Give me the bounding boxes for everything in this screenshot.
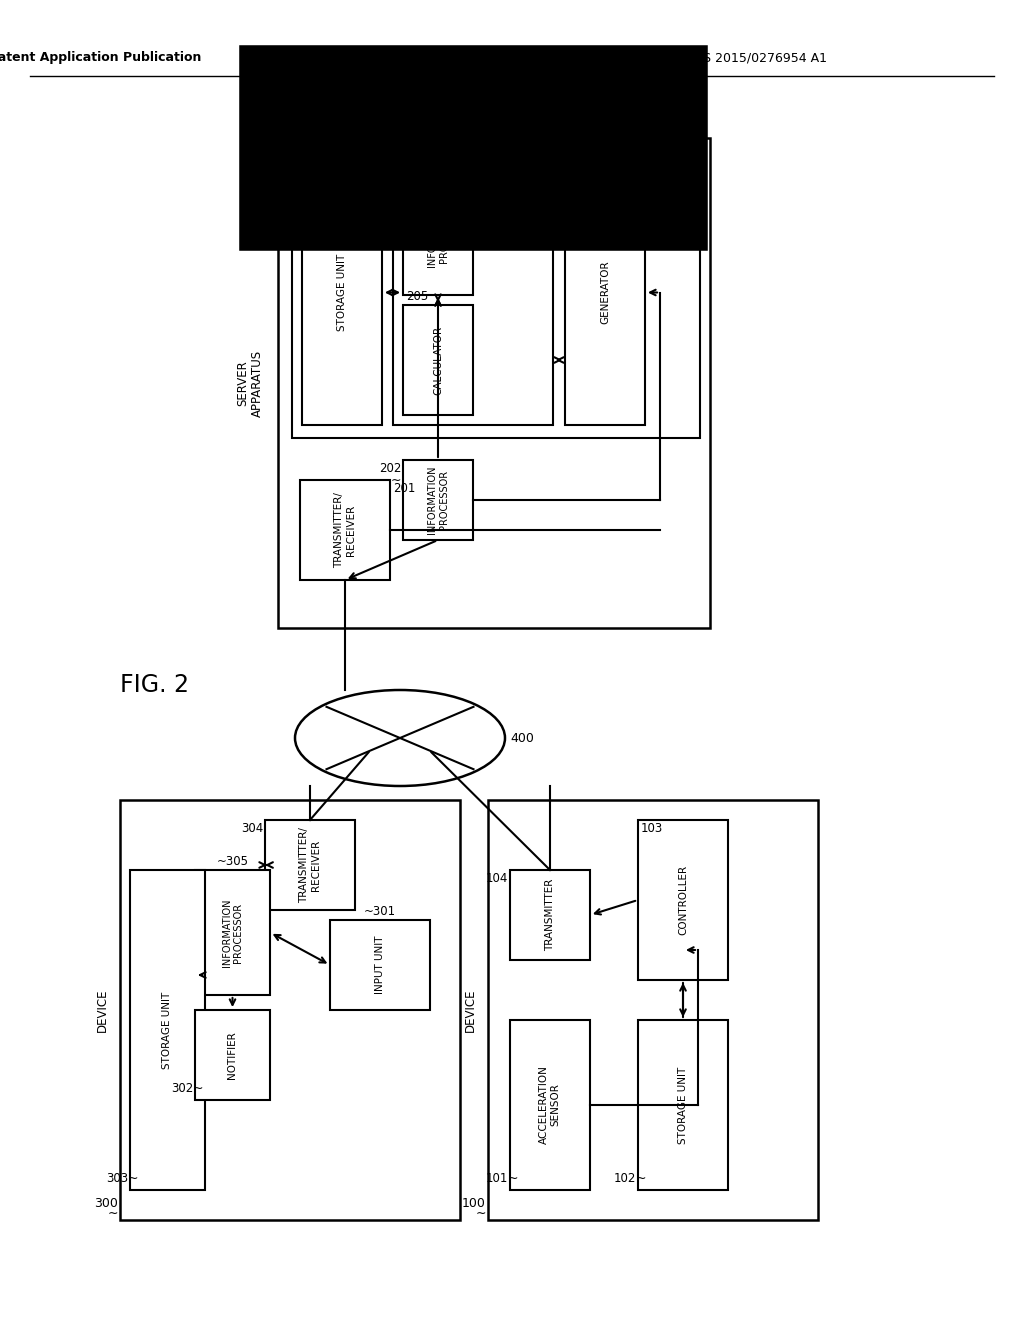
Text: 304: 304 bbox=[241, 822, 263, 836]
Text: TRANSMITTER/
RECEIVER: TRANSMITTER/ RECEIVER bbox=[299, 828, 321, 903]
Text: 300: 300 bbox=[94, 1197, 118, 1210]
Bar bbox=[195, 1010, 270, 1100]
Text: NOTIFIER: NOTIFIER bbox=[227, 1031, 238, 1078]
Text: 101: 101 bbox=[485, 1172, 508, 1185]
Bar bbox=[565, 160, 645, 425]
Bar bbox=[638, 820, 728, 979]
Text: SERVER
APPARATUS: SERVER APPARATUS bbox=[236, 350, 264, 417]
Text: 103: 103 bbox=[641, 822, 664, 836]
Bar bbox=[120, 800, 460, 1220]
Text: STORAGE UNIT: STORAGE UNIT bbox=[163, 991, 172, 1069]
Text: INFORMATION
PROCESSOR: INFORMATION PROCESSOR bbox=[222, 898, 244, 966]
Text: 302: 302 bbox=[171, 1082, 193, 1096]
Text: 200: 200 bbox=[241, 143, 265, 154]
Text: 104: 104 bbox=[485, 873, 508, 884]
Bar bbox=[488, 800, 818, 1220]
Text: ∼: ∼ bbox=[128, 1172, 138, 1185]
Ellipse shape bbox=[295, 690, 505, 785]
Bar bbox=[292, 148, 700, 438]
Text: ACCELERATION
SENSOR: ACCELERATION SENSOR bbox=[540, 1065, 561, 1144]
Text: TRANSMITTER/
RECEIVER: TRANSMITTER/ RECEIVER bbox=[334, 492, 355, 568]
Bar bbox=[393, 160, 553, 425]
Text: ∼: ∼ bbox=[255, 150, 265, 162]
Text: STORAGE UNIT: STORAGE UNIT bbox=[337, 253, 347, 331]
Text: ∼: ∼ bbox=[636, 1172, 646, 1185]
Bar bbox=[403, 459, 473, 540]
Text: Patent Application Publication: Patent Application Publication bbox=[0, 51, 201, 65]
Text: STORAGE UNIT: STORAGE UNIT bbox=[678, 1067, 688, 1143]
Text: ∼: ∼ bbox=[475, 1206, 486, 1220]
Text: DEVICE: DEVICE bbox=[95, 989, 109, 1032]
Text: 204: 204 bbox=[406, 154, 428, 168]
Text: Oct. 1, 2015   Sheet 3 of 16: Oct. 1, 2015 Sheet 3 of 16 bbox=[303, 51, 477, 65]
Text: CALCULATOR: CALCULATOR bbox=[433, 326, 443, 395]
Text: ~305: ~305 bbox=[216, 855, 249, 869]
Text: INPUT UNIT: INPUT UNIT bbox=[375, 936, 385, 994]
Bar bbox=[265, 820, 355, 909]
Text: GENERATOR: GENERATOR bbox=[600, 260, 610, 325]
Text: CONTROLLER: CONTROLLER bbox=[678, 865, 688, 935]
Text: TRANSMITTER: TRANSMITTER bbox=[545, 879, 555, 952]
Text: 201: 201 bbox=[393, 482, 416, 495]
Text: ∼: ∼ bbox=[508, 1172, 518, 1185]
Text: INFORMATION
PROCESSOR: INFORMATION PROCESSOR bbox=[427, 198, 449, 267]
Bar bbox=[300, 480, 390, 579]
Text: 400: 400 bbox=[510, 731, 534, 744]
Bar bbox=[403, 170, 473, 294]
Text: ∼: ∼ bbox=[193, 1082, 204, 1096]
Text: ~301: ~301 bbox=[364, 906, 396, 917]
Text: DEVICE: DEVICE bbox=[464, 989, 476, 1032]
Text: ~203: ~203 bbox=[326, 145, 358, 158]
Bar bbox=[302, 160, 382, 425]
Text: 205: 205 bbox=[406, 290, 428, 304]
Bar bbox=[195, 870, 270, 995]
Text: 202: 202 bbox=[379, 462, 401, 475]
Bar bbox=[403, 305, 473, 414]
Text: FIG. 2: FIG. 2 bbox=[121, 673, 189, 697]
Bar bbox=[278, 139, 710, 628]
Text: 303: 303 bbox=[105, 1172, 128, 1185]
Text: ∼: ∼ bbox=[108, 1206, 118, 1220]
Text: ∼: ∼ bbox=[390, 474, 401, 487]
Bar bbox=[130, 870, 205, 1191]
Bar bbox=[638, 1020, 728, 1191]
Bar bbox=[330, 920, 430, 1010]
Text: 102: 102 bbox=[613, 1172, 636, 1185]
Bar bbox=[510, 1020, 590, 1191]
Text: 100: 100 bbox=[462, 1197, 486, 1210]
Text: US 2015/0276954 A1: US 2015/0276954 A1 bbox=[693, 51, 826, 65]
Text: INFORMATION
PROCESSOR: INFORMATION PROCESSOR bbox=[427, 466, 449, 535]
Bar bbox=[510, 870, 590, 960]
